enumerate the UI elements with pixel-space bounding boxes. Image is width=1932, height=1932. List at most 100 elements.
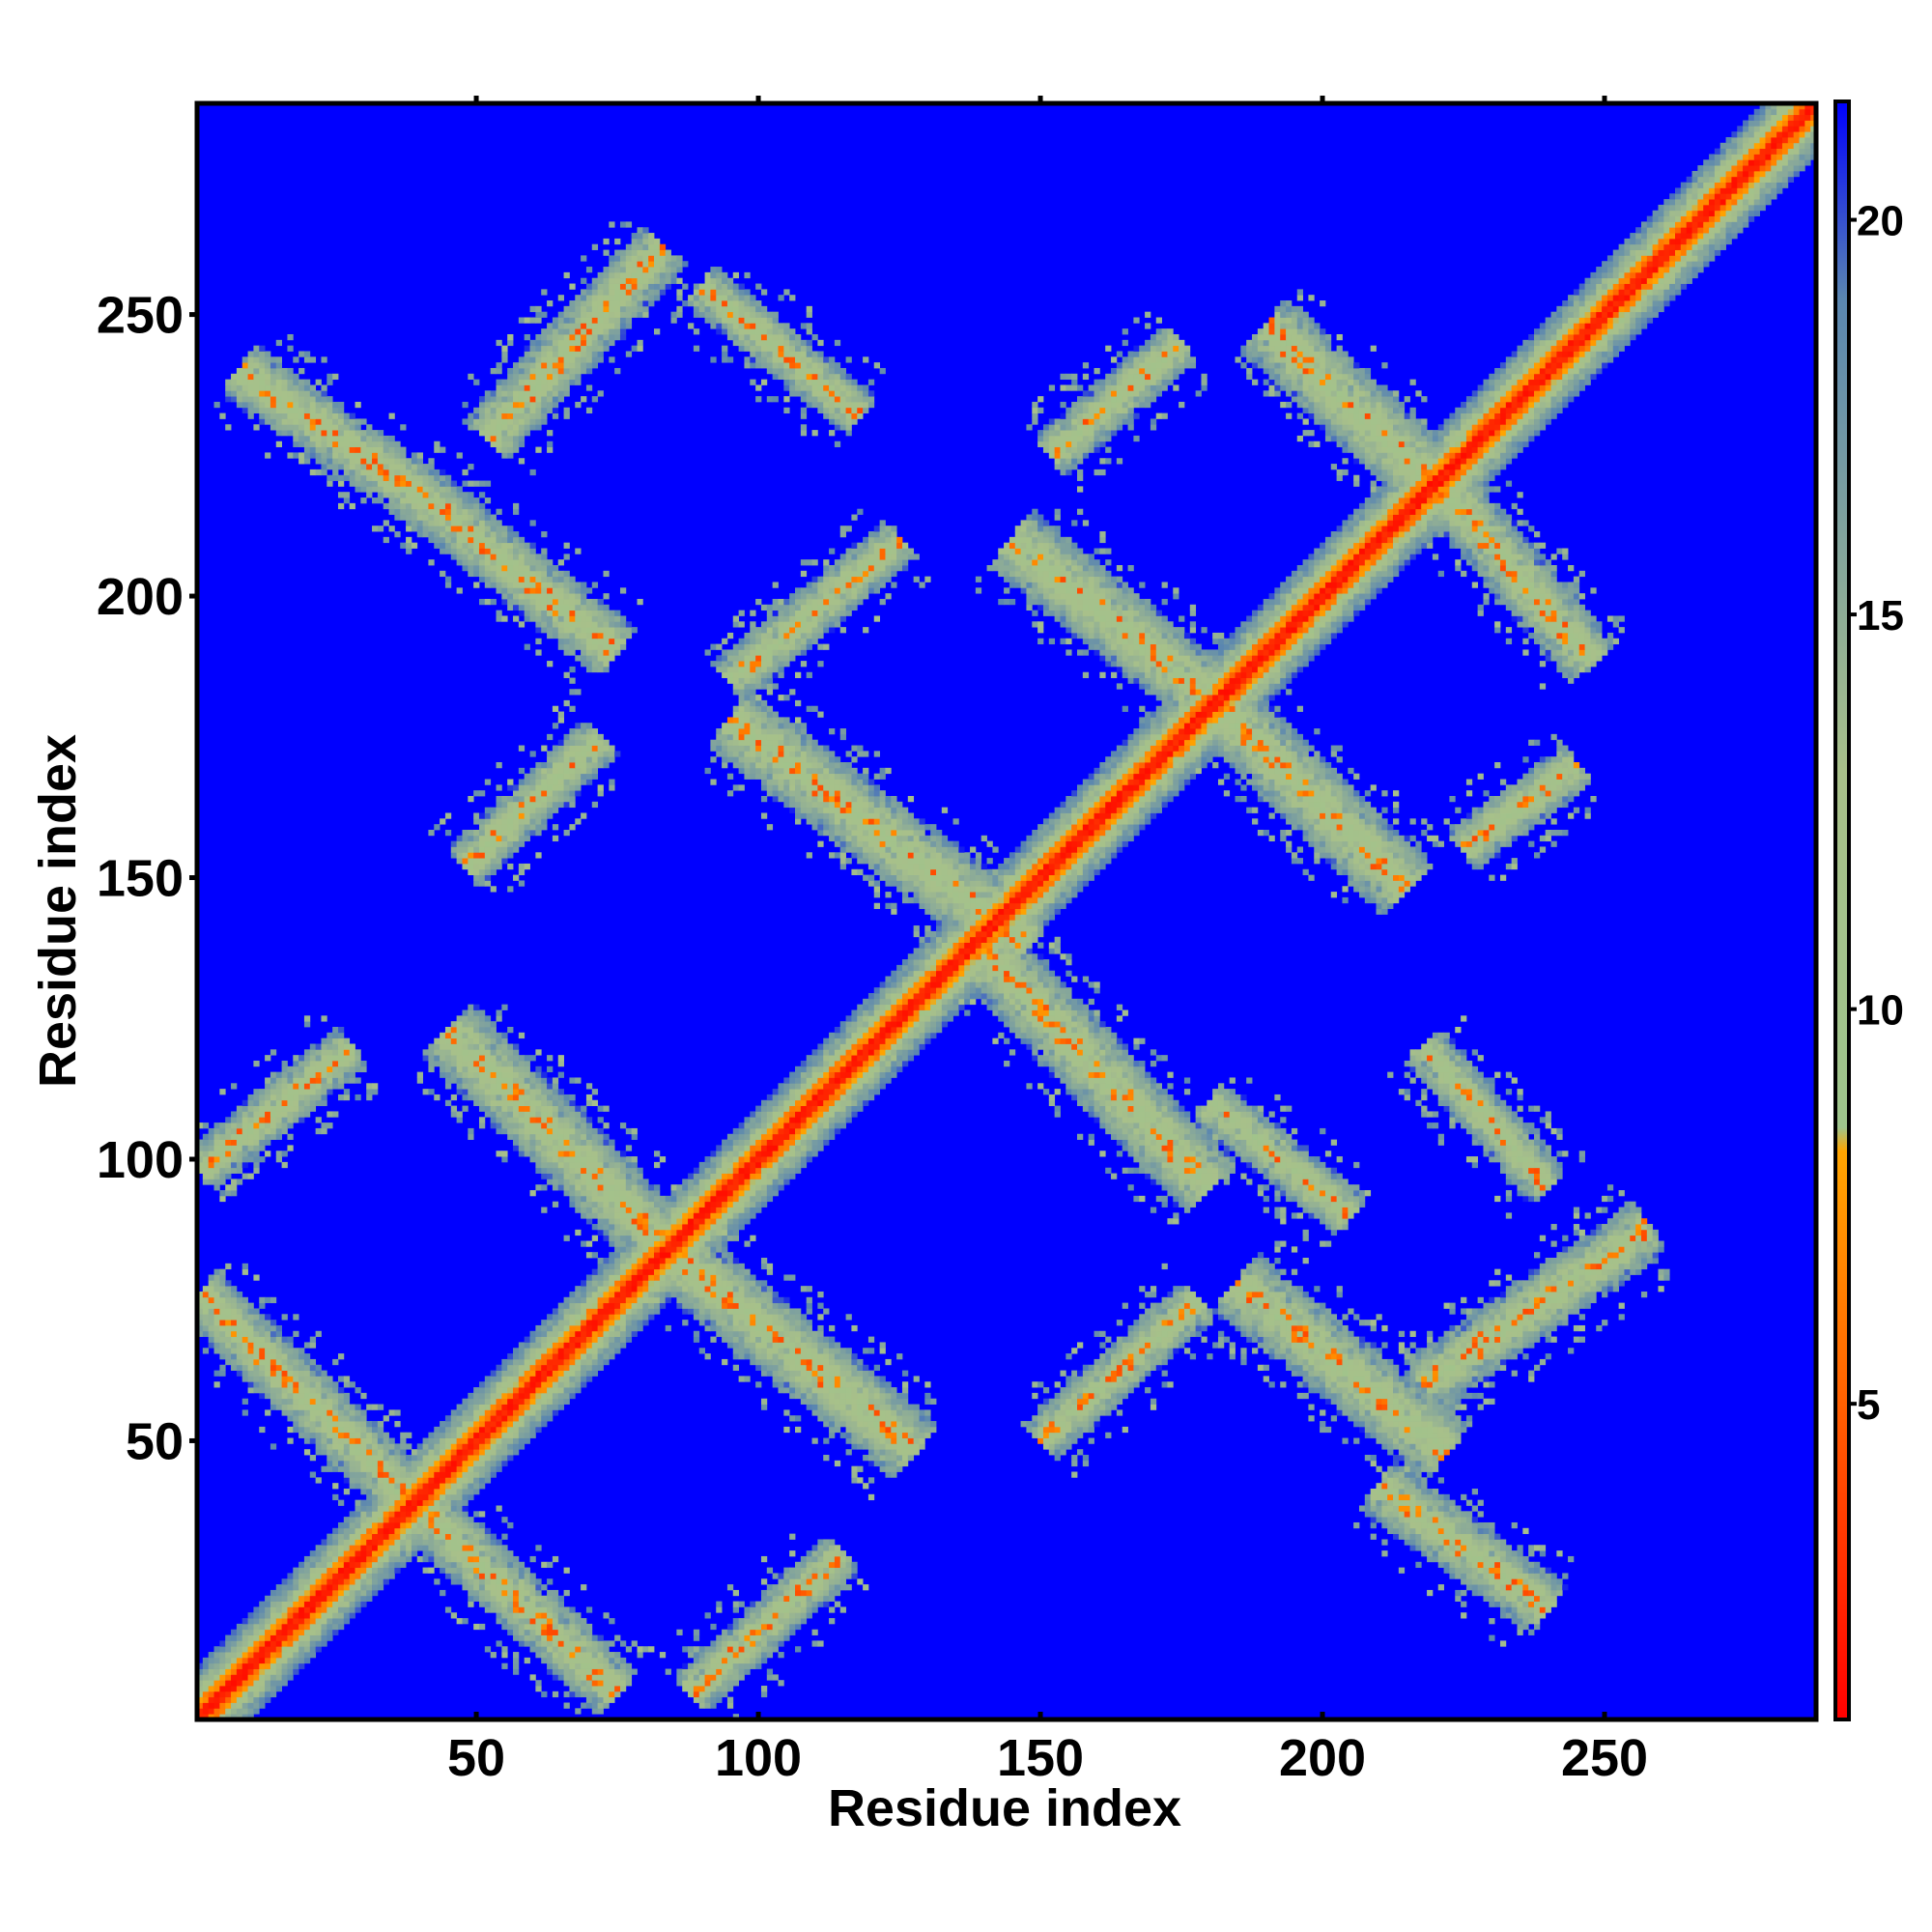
heatmap-cell	[394, 1550, 400, 1556]
heatmap-cell	[1297, 1314, 1303, 1320]
heatmap-cell	[462, 1433, 468, 1438]
heatmap-cell	[1393, 1405, 1399, 1410]
heatmap-cell	[344, 1433, 350, 1438]
heatmap-cell	[1421, 1522, 1427, 1528]
heatmap-cell	[1055, 1393, 1061, 1399]
heatmap-cell	[1427, 1359, 1433, 1365]
heatmap-cell	[1077, 1376, 1083, 1381]
heatmap-cell	[1094, 1376, 1100, 1381]
heatmap-cell	[868, 1371, 874, 1377]
heatmap-cell	[423, 1511, 429, 1517]
heatmap-cell	[360, 1483, 366, 1489]
heatmap-cell	[829, 1606, 835, 1612]
heatmap-cell	[868, 1433, 874, 1438]
heatmap-cell	[1218, 1342, 1224, 1348]
heatmap-cell	[553, 1353, 558, 1359]
heatmap-cell	[1122, 1337, 1128, 1343]
heatmap-cell	[1393, 1466, 1399, 1472]
heatmap-cell	[575, 1708, 581, 1714]
heatmap-cell	[835, 1371, 840, 1377]
heatmap-cell	[423, 1556, 429, 1562]
heatmap-cell	[321, 1393, 327, 1399]
heatmap-cell	[885, 1427, 891, 1433]
heatmap-cell	[242, 1409, 248, 1415]
heatmap-cell	[795, 1348, 801, 1353]
heatmap-cell	[699, 1680, 705, 1686]
heatmap-cell	[930, 1421, 936, 1427]
heatmap-cell	[902, 1405, 908, 1410]
heatmap-cell	[1438, 1443, 1444, 1449]
heatmap-cell	[817, 1590, 823, 1596]
heatmap-cell	[259, 1635, 265, 1641]
heatmap-cell	[1449, 1517, 1455, 1522]
heatmap-cell	[1365, 1500, 1371, 1506]
heatmap-cell	[1303, 1371, 1309, 1377]
heatmap-cell	[761, 1556, 767, 1562]
heatmap-cell	[710, 1691, 716, 1697]
heatmap-cell	[462, 1556, 468, 1562]
heatmap-cell	[1105, 1393, 1111, 1399]
heatmap-cell	[1522, 1320, 1528, 1325]
heatmap-cell	[372, 1528, 378, 1534]
heatmap-cell	[1522, 1584, 1528, 1590]
heatmap-cell	[829, 1399, 835, 1405]
heatmap-cell	[705, 1314, 711, 1320]
heatmap-cell	[287, 1409, 293, 1415]
heatmap-cell	[569, 1691, 575, 1697]
heatmap-cell	[761, 1606, 767, 1612]
heatmap-cell	[360, 1584, 366, 1590]
heatmap-cell	[733, 1635, 739, 1641]
heatmap-cell	[620, 1337, 626, 1343]
heatmap-cell	[682, 1303, 688, 1309]
heatmap-cell	[417, 1528, 423, 1534]
heatmap-cell	[676, 1630, 682, 1635]
heatmap-cell	[1415, 1371, 1421, 1377]
heatmap-cell	[462, 1562, 468, 1568]
heatmap-cell	[1540, 1550, 1546, 1556]
heatmap-cell	[1111, 1399, 1117, 1405]
heatmap-cell	[451, 1455, 457, 1461]
heatmap-cell	[338, 1528, 344, 1534]
heatmap-cell	[485, 1393, 491, 1399]
heatmap-cell	[857, 1365, 863, 1371]
heatmap-cell	[1099, 1353, 1105, 1359]
heatmap-cell	[462, 1415, 468, 1421]
heatmap-cell	[846, 1376, 852, 1381]
heatmap-cell	[823, 1359, 829, 1365]
heatmap-cell	[1297, 1348, 1303, 1353]
heatmap-cell	[541, 1646, 547, 1652]
heatmap-cell	[366, 1517, 372, 1522]
heatmap-cell	[705, 1691, 711, 1697]
heatmap-cell	[789, 1376, 795, 1381]
heatmap-cell	[1264, 1308, 1269, 1314]
heatmap-cell	[1438, 1455, 1444, 1461]
heatmap-cell	[350, 1466, 355, 1472]
heatmap-cell	[327, 1421, 338, 1427]
heatmap-cell	[835, 1562, 840, 1568]
heatmap-cell	[891, 1472, 896, 1478]
heatmap-cell	[547, 1365, 553, 1371]
heatmap-cell	[1472, 1337, 1478, 1343]
heatmap-cell	[569, 1376, 575, 1381]
heatmap-cell	[242, 1353, 248, 1359]
heatmap-cell	[525, 1353, 530, 1359]
heatmap-cell	[440, 1477, 445, 1483]
heatmap-cell	[344, 1427, 350, 1433]
heatmap-cell	[1371, 1371, 1377, 1377]
heatmap-cell	[530, 1331, 536, 1337]
heatmap-cell	[491, 1539, 497, 1545]
heatmap-cell	[479, 1415, 485, 1421]
heatmap-cell	[1060, 1449, 1065, 1455]
heatmap-cell	[564, 1635, 570, 1641]
heatmap-cell	[783, 1376, 789, 1381]
heatmap-cell	[750, 1606, 755, 1612]
heatmap-cell	[1399, 1494, 1410, 1500]
heatmap-cell	[355, 1590, 361, 1596]
heatmap-cell	[569, 1365, 575, 1371]
heatmap-cell	[209, 1669, 214, 1675]
heatmap-cell	[501, 1449, 507, 1455]
heatmap-cell	[344, 1534, 350, 1540]
heatmap-cell	[1421, 1539, 1427, 1545]
heatmap-cell	[298, 1415, 304, 1421]
heatmap-cell	[829, 1371, 835, 1377]
